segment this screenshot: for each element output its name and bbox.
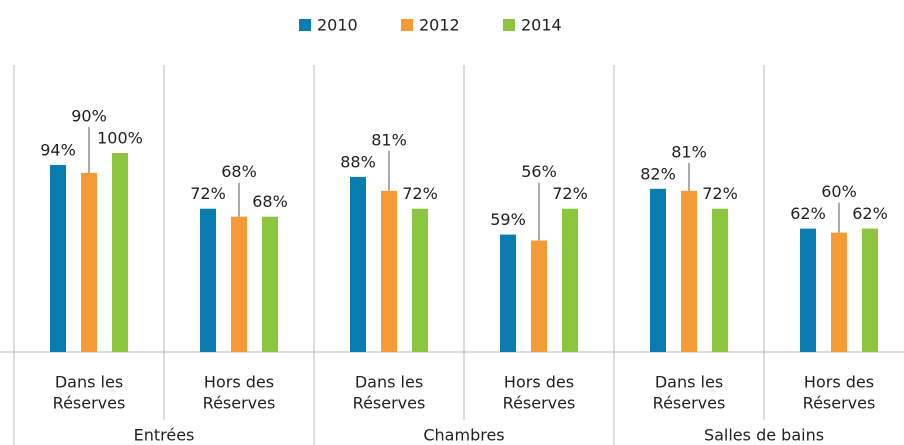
category-label: Dans les: [355, 373, 423, 392]
legend-label: 2010: [317, 16, 358, 35]
category-label: Hors des: [504, 373, 574, 392]
bar: [50, 164, 66, 352]
bar: [650, 188, 666, 352]
data-label: 72%: [552, 184, 588, 203]
bar: [381, 190, 397, 352]
category-label: Réserves: [353, 394, 426, 413]
group-label: Entrées: [134, 426, 195, 445]
category-label: Réserves: [203, 394, 276, 413]
bar: [81, 172, 97, 352]
bar: [231, 216, 247, 352]
bar: [831, 232, 847, 352]
group-label: Chambres: [423, 426, 504, 445]
data-label: 68%: [252, 192, 288, 211]
legend-label: 2012: [419, 16, 460, 35]
category-label: Hors des: [804, 373, 874, 392]
group-label: Salles de bains: [704, 426, 824, 445]
legend-swatch: [503, 19, 515, 31]
bar: [800, 228, 816, 352]
category-label: Hors des: [204, 373, 274, 392]
data-label: 62%: [790, 204, 826, 223]
data-label: 88%: [340, 152, 376, 171]
bar: [562, 208, 578, 352]
bar: [350, 176, 366, 352]
category-label: Réserves: [503, 394, 576, 413]
bar: [681, 190, 697, 352]
data-label: 90%: [71, 107, 107, 126]
data-label: 100%: [97, 129, 143, 148]
bar: [262, 216, 278, 352]
bar: [712, 208, 728, 352]
category-label: Réserves: [803, 394, 876, 413]
category-label: Réserves: [653, 394, 726, 413]
legend-swatch: [401, 19, 413, 31]
data-label: 72%: [702, 184, 738, 203]
data-label: 60%: [821, 182, 857, 201]
legend-swatch: [299, 19, 311, 31]
data-label: 81%: [671, 142, 707, 161]
bar: [112, 153, 128, 352]
bar: [412, 208, 428, 352]
bar: [200, 208, 216, 352]
data-label: 82%: [640, 164, 676, 183]
data-label: 81%: [371, 130, 407, 149]
data-label: 72%: [190, 184, 226, 203]
data-label: 56%: [521, 162, 557, 181]
category-label: Dans les: [55, 373, 123, 392]
data-label: 94%: [40, 140, 76, 159]
bar: [531, 240, 547, 352]
data-label: 59%: [490, 210, 526, 229]
data-label: 72%: [402, 184, 438, 203]
data-label: 62%: [852, 204, 888, 223]
legend-label: 2014: [521, 16, 562, 35]
category-label: Réserves: [53, 394, 126, 413]
data-label: 68%: [221, 162, 257, 181]
bar: [500, 234, 516, 352]
category-label: Dans les: [655, 373, 723, 392]
bar: [862, 228, 878, 352]
